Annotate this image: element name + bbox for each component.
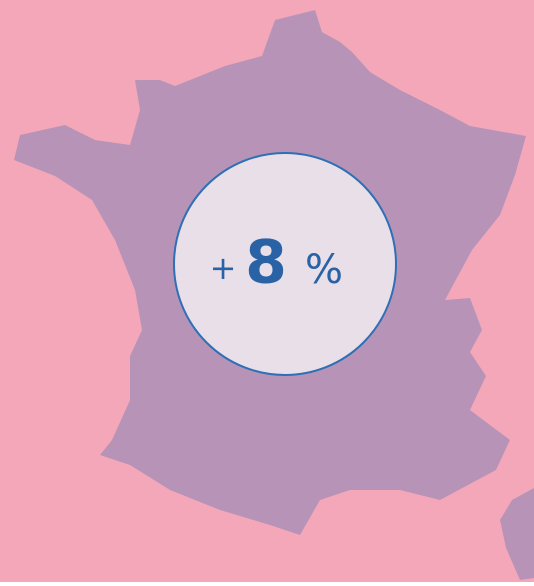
badge-sign: +	[210, 249, 237, 287]
badge-circle	[173, 152, 397, 376]
badge-unit: %	[305, 247, 343, 293]
corsica	[500, 488, 534, 580]
badge-value: 8	[245, 228, 287, 298]
